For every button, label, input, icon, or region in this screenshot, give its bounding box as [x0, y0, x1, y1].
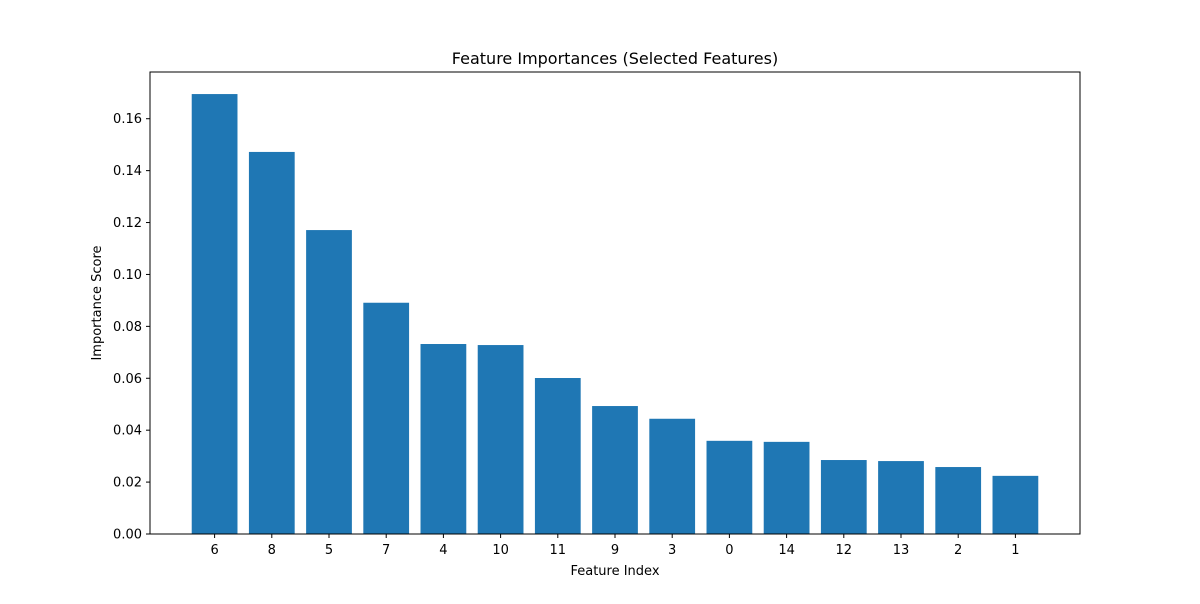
bar-feature-14	[763, 441, 810, 534]
x-axis: 6 8 5 7 4 10 11 9 3 0 14 12 13 2 1	[210, 534, 1020, 558]
x-axis-label: Feature Index	[570, 564, 659, 579]
x-tick-label: 13	[893, 543, 910, 558]
x-tick-label: 10	[492, 543, 509, 558]
bar-feature-8	[248, 151, 295, 534]
y-tick-label: 0.08	[113, 320, 142, 335]
bar-feature-5	[306, 230, 352, 534]
x-tick-label: 3	[668, 543, 676, 558]
y-tick-label: 0.02	[113, 476, 142, 491]
y-tick-label: 0.14	[113, 164, 142, 179]
bar-feature-7	[363, 302, 410, 534]
bar-feature-6	[191, 94, 238, 534]
x-tick-label: 9	[611, 543, 619, 558]
bar-feature-12	[820, 460, 867, 534]
x-tick-label: 7	[382, 543, 390, 558]
x-tick-label: 5	[325, 543, 333, 558]
chart-title: Feature Importances (Selected Features)	[452, 49, 778, 68]
x-tick-label: 2	[954, 543, 962, 558]
bars-layer	[191, 94, 1039, 534]
x-tick-label: 0	[725, 543, 733, 558]
bar-feature-11	[534, 378, 581, 534]
x-tick-label: 8	[268, 543, 276, 558]
x-tick-label: 14	[778, 543, 795, 558]
plot-frame	[149, 71, 1081, 535]
y-axis: 0.00 0.02 0.04 0.06 0.08 0.10 0.12 0.14 0.16	[113, 112, 150, 543]
bar-feature-0	[706, 440, 753, 534]
bar-feature-13	[878, 461, 924, 534]
bar-feature-2	[935, 467, 982, 534]
y-axis-label: Importance Score	[90, 245, 105, 360]
x-tick-label: 1	[1011, 543, 1019, 558]
y-tick-label: 0.16	[113, 112, 142, 127]
x-tick-label: 4	[439, 543, 447, 558]
x-tick-label: 6	[210, 543, 218, 558]
bar-feature-9	[592, 406, 638, 534]
y-tick-label: 0.10	[113, 268, 142, 283]
y-tick-label: 0.04	[113, 424, 142, 439]
bar-feature-1	[992, 475, 1039, 534]
bar-feature-10	[477, 345, 524, 534]
x-tick-label: 11	[550, 543, 567, 558]
y-tick-label: 0.06	[113, 372, 142, 387]
bar-feature-4	[420, 344, 467, 534]
y-tick-label: 0.00	[113, 528, 142, 543]
x-tick-label: 12	[836, 543, 853, 558]
y-tick-label: 0.12	[113, 216, 142, 231]
bar-feature-3	[649, 418, 696, 534]
